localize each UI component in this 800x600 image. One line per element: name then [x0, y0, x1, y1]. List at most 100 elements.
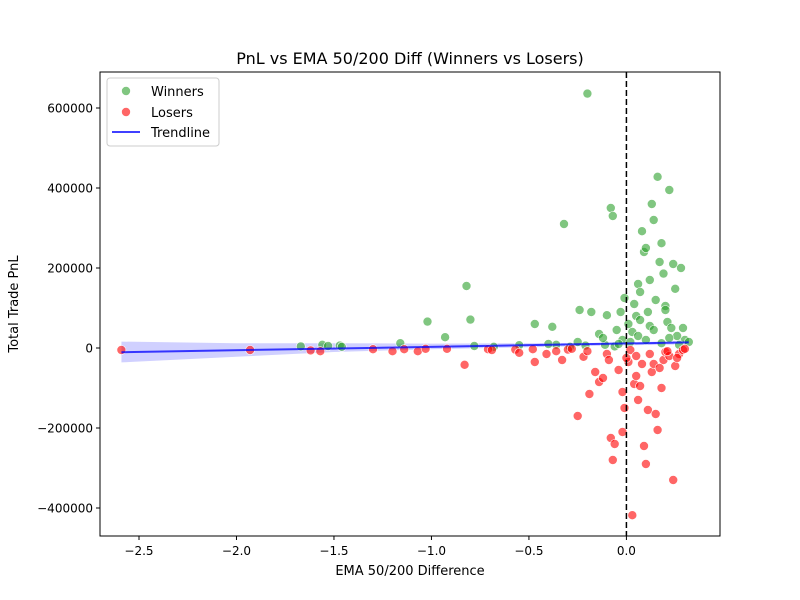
winner-point [648, 325, 659, 335]
legend-frame [106, 77, 220, 147]
winner-point [670, 283, 681, 294]
loser-point [625, 345, 636, 355]
winner-point [641, 243, 651, 253]
loser-point [672, 353, 682, 363]
winner-point [629, 299, 640, 309]
winner-point [656, 238, 667, 248]
loser-point [557, 355, 567, 365]
loser-point [399, 344, 410, 355]
legend-losers-marker [121, 107, 131, 117]
winner-point [619, 293, 630, 303]
loser-point [643, 405, 653, 415]
winner-point [676, 263, 686, 273]
loser-point [582, 346, 593, 357]
winner-point [615, 307, 626, 317]
winner-point [598, 333, 608, 343]
loser-point [668, 475, 679, 485]
x-tick-label: −2.5 [124, 544, 153, 558]
winner-point [422, 316, 433, 327]
legend-losers-label: Losers [151, 106, 193, 121]
y-axis: −400000 −200000 0 200000 400000 600000 [37, 102, 100, 516]
winner-point [611, 325, 622, 335]
loser-point [368, 344, 378, 355]
loser-point [631, 351, 642, 361]
x-axis: −2.5 −2.0 −1.5 −1.0 −0.5 0.0 [124, 536, 636, 558]
loser-point [584, 389, 595, 399]
winner-point [678, 323, 688, 333]
winner-point [658, 268, 669, 279]
plot-area [116, 72, 694, 536]
loser-point [627, 510, 638, 521]
loser-point [609, 439, 620, 449]
winner-point [582, 88, 593, 99]
loser-point [644, 349, 655, 359]
loser-point [652, 425, 663, 435]
y-axis-label: Total Trade PnL [7, 255, 22, 354]
legend: Winners Losers Trendline [106, 77, 220, 147]
winner-point [660, 305, 671, 315]
x-axis-label: EMA 50/200 Difference [335, 564, 484, 579]
winner-point [605, 203, 616, 213]
winner-point [646, 199, 657, 209]
legend-winners-label: Winners [151, 85, 204, 100]
y-tick-label: −200000 [37, 422, 93, 436]
winner-point [644, 275, 655, 285]
winner-point [648, 215, 659, 225]
winner-point [664, 333, 675, 343]
loser-point [572, 411, 583, 421]
winner-point [654, 257, 665, 267]
chart-title: PnL vs EMA 50/200 Diff (Winners vs Loser… [236, 49, 584, 68]
winner-point [547, 321, 558, 332]
winner-point [650, 295, 661, 305]
winner-point [623, 319, 634, 329]
loser-point [604, 355, 614, 365]
winner-point [440, 332, 450, 343]
winner-point [666, 323, 677, 333]
loser-point [607, 455, 618, 465]
winner-point [529, 319, 540, 329]
legend-trendline-label: Trendline [150, 126, 210, 141]
winner-point [461, 281, 472, 291]
winner-point [668, 259, 679, 269]
loser-point [637, 359, 647, 369]
winner-point [633, 279, 643, 289]
x-tick-label: −0.5 [514, 544, 543, 558]
winner-point [643, 307, 653, 317]
loser-point [617, 387, 628, 397]
winner-point [652, 172, 663, 182]
winner-point [559, 219, 569, 229]
winner-point [635, 315, 645, 325]
trendline [121, 341, 689, 354]
winner-point [465, 314, 476, 325]
y-tick-label: 0 [85, 342, 93, 356]
x-tick-label: −1.5 [319, 544, 348, 558]
loser-point [680, 343, 690, 354]
y-tick-label: 600000 [47, 102, 93, 116]
loser-point [305, 345, 316, 356]
loser-point [619, 403, 630, 413]
winner-point [574, 305, 585, 315]
loser-point [662, 346, 673, 357]
loser-point [514, 347, 525, 358]
loser-point [420, 343, 431, 354]
loser-point [529, 357, 540, 367]
loser-point [656, 383, 667, 393]
plot-frame [99, 71, 721, 537]
y-tick-label: 200000 [47, 262, 93, 276]
loser-point [566, 343, 577, 354]
loser-point [654, 363, 665, 373]
loser-point [631, 371, 642, 381]
loser-point [635, 381, 645, 391]
winner-point [664, 185, 675, 195]
x-tick-label: −2.0 [222, 544, 251, 558]
loser-point [459, 359, 470, 370]
loser-point [551, 346, 562, 357]
loser-point [598, 373, 608, 383]
loser-point [541, 349, 552, 359]
loser-point [116, 345, 127, 355]
x-tick-label: 0.0 [617, 544, 636, 558]
legend-winners-marker [121, 86, 131, 96]
winner-point [586, 307, 597, 317]
loser-point [633, 395, 643, 405]
